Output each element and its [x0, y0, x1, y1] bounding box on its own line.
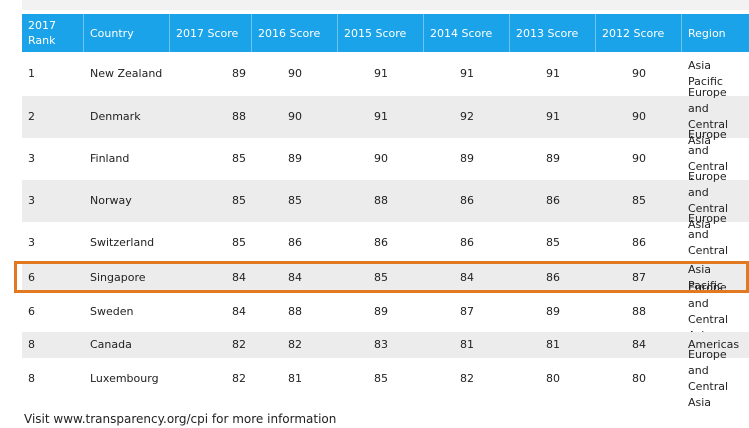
cell-score-2013: 91 — [546, 110, 560, 123]
cell-country: Canada — [90, 338, 132, 351]
table-row: 1 New Zealand 89 90 91 91 91 90 Asia Pac… — [22, 52, 749, 96]
cell-region: Asia Pacific — [688, 59, 723, 88]
header-country: Country — [84, 14, 170, 52]
table-row: 6 Sweden 84 88 89 87 89 88 Europe and Ce… — [22, 281, 749, 342]
cell-score-2013: 86 — [546, 271, 560, 284]
cell-score-2016: 82 — [288, 338, 302, 351]
cell-score-2017: 89 — [232, 67, 246, 80]
cell-score-2016: 85 — [288, 194, 302, 207]
cell-country: Switzerland — [90, 236, 155, 249]
cell-score-2015: 85 — [374, 271, 388, 284]
cell-country: Denmark — [90, 110, 141, 123]
cell-rank: 2 — [28, 110, 35, 123]
header-2013-score: 2013 Score — [510, 14, 596, 52]
cell-score-2012: 84 — [632, 338, 646, 351]
cell-score-2017: 88 — [232, 110, 246, 123]
table-header: 2017 Rank Country 2017 Score 2016 Score … — [22, 14, 749, 52]
top-strip — [22, 0, 749, 10]
cell-score-2013: 81 — [546, 338, 560, 351]
cell-score-2012: 80 — [632, 372, 646, 385]
table-row-highlighted: 6 Singapore 84 84 85 84 86 87 Asia Pacif… — [22, 263, 749, 292]
cell-score-2017: 85 — [232, 152, 246, 165]
cell-score-2012: 90 — [632, 110, 646, 123]
cell-score-2013: 89 — [546, 305, 560, 318]
footer-text: Visit www.transparency.org/cpi for more … — [24, 412, 337, 426]
cell-country: Singapore — [90, 271, 146, 284]
cell-score-2016: 86 — [288, 236, 302, 249]
header-2015-score: 2015 Score — [338, 14, 424, 52]
cell-score-2017: 85 — [232, 236, 246, 249]
header-2014-score: 2014 Score — [424, 14, 510, 52]
cell-score-2014: 91 — [460, 67, 474, 80]
cell-score-2015: 83 — [374, 338, 388, 351]
cell-score-2013: 86 — [546, 194, 560, 207]
cell-score-2015: 88 — [374, 194, 388, 207]
table-row: 2 Denmark 88 90 91 92 91 90 Europe and C… — [22, 86, 749, 147]
cell-country: Sweden — [90, 305, 134, 318]
cell-score-2017: 84 — [232, 271, 246, 284]
cell-region: Europe and Central Asia — [688, 212, 729, 273]
cell-rank: 6 — [28, 271, 35, 284]
cell-score-2014: 84 — [460, 271, 474, 284]
cell-score-2017: 84 — [232, 305, 246, 318]
cell-score-2016: 84 — [288, 271, 302, 284]
cell-score-2014: 81 — [460, 338, 474, 351]
cell-score-2013: 91 — [546, 67, 560, 80]
header-2016-score: 2016 Score — [252, 14, 338, 52]
header-2017-score: 2017 Score — [170, 14, 252, 52]
cell-score-2013: 85 — [546, 236, 560, 249]
header-2012-score: 2012 Score — [596, 14, 682, 52]
cell-score-2014: 82 — [460, 372, 474, 385]
cell-score-2016: 90 — [288, 110, 302, 123]
cell-region: Americas — [688, 338, 740, 351]
cell-score-2012: 85 — [632, 194, 646, 207]
cell-score-2012: 88 — [632, 305, 646, 318]
cell-score-2013: 89 — [546, 152, 560, 165]
cell-score-2016: 88 — [288, 305, 302, 318]
header-rank: 2017 Rank — [22, 14, 84, 52]
header-region: Region — [688, 26, 726, 40]
cell-score-2017: 85 — [232, 194, 246, 207]
cell-score-2015: 86 — [374, 236, 388, 249]
cell-score-2017: 82 — [232, 372, 246, 385]
cell-score-2012: 90 — [632, 152, 646, 165]
table-row: 3 Switzerland 85 86 86 86 85 86 Europe a… — [22, 212, 749, 273]
cell-rank: 6 — [28, 305, 35, 318]
cell-score-2016: 81 — [288, 372, 302, 385]
cell-score-2015: 90 — [374, 152, 388, 165]
cell-score-2017: 82 — [232, 338, 246, 351]
cell-score-2012: 90 — [632, 67, 646, 80]
cell-region: Europe and Central Asia — [688, 281, 729, 342]
cell-score-2012: 86 — [632, 236, 646, 249]
cell-country: Norway — [90, 194, 132, 207]
cell-rank: 8 — [28, 338, 35, 351]
cell-country: Finland — [90, 152, 130, 165]
cell-region: Asia Pacific — [688, 263, 723, 292]
cell-score-2015: 89 — [374, 305, 388, 318]
cell-score-2015: 91 — [374, 67, 388, 80]
cell-score-2014: 89 — [460, 152, 474, 165]
cell-rank: 3 — [28, 236, 35, 249]
cell-country: New Zealand — [90, 67, 163, 80]
cell-rank: 3 — [28, 194, 35, 207]
cell-score-2015: 91 — [374, 110, 388, 123]
table-row: 8 Luxembourg 82 81 85 82 80 80 Europe an… — [22, 348, 749, 409]
table-row: 3 Finland 85 89 90 89 89 90 Europe and C… — [22, 128, 749, 189]
cell-region: Europe and Central Asia — [688, 348, 729, 409]
table-row: 8 Canada 82 82 83 81 81 84 Americas — [22, 332, 749, 358]
cell-score-2016: 89 — [288, 152, 302, 165]
cell-country: Luxembourg — [90, 372, 159, 385]
cell-score-2012: 87 — [632, 271, 646, 284]
cell-score-2014: 87 — [460, 305, 474, 318]
table-row: 3 Norway 85 85 88 86 86 85 Europe and Ce… — [22, 170, 749, 231]
cell-score-2014: 86 — [460, 194, 474, 207]
cell-score-2015: 85 — [374, 372, 388, 385]
cell-score-2014: 86 — [460, 236, 474, 249]
cell-rank: 1 — [28, 67, 35, 80]
cell-score-2013: 80 — [546, 372, 560, 385]
cell-score-2016: 90 — [288, 67, 302, 80]
cell-rank: 8 — [28, 372, 35, 385]
cell-score-2014: 92 — [460, 110, 474, 123]
cell-rank: 3 — [28, 152, 35, 165]
